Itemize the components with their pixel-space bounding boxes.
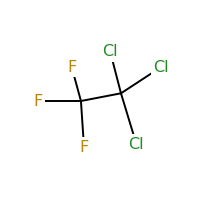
Text: F: F [33,94,42,108]
Text: Cl: Cl [129,137,144,152]
Text: F: F [67,60,76,75]
Text: Cl: Cl [153,60,169,75]
Text: F: F [79,140,89,155]
Text: Cl: Cl [102,44,118,59]
